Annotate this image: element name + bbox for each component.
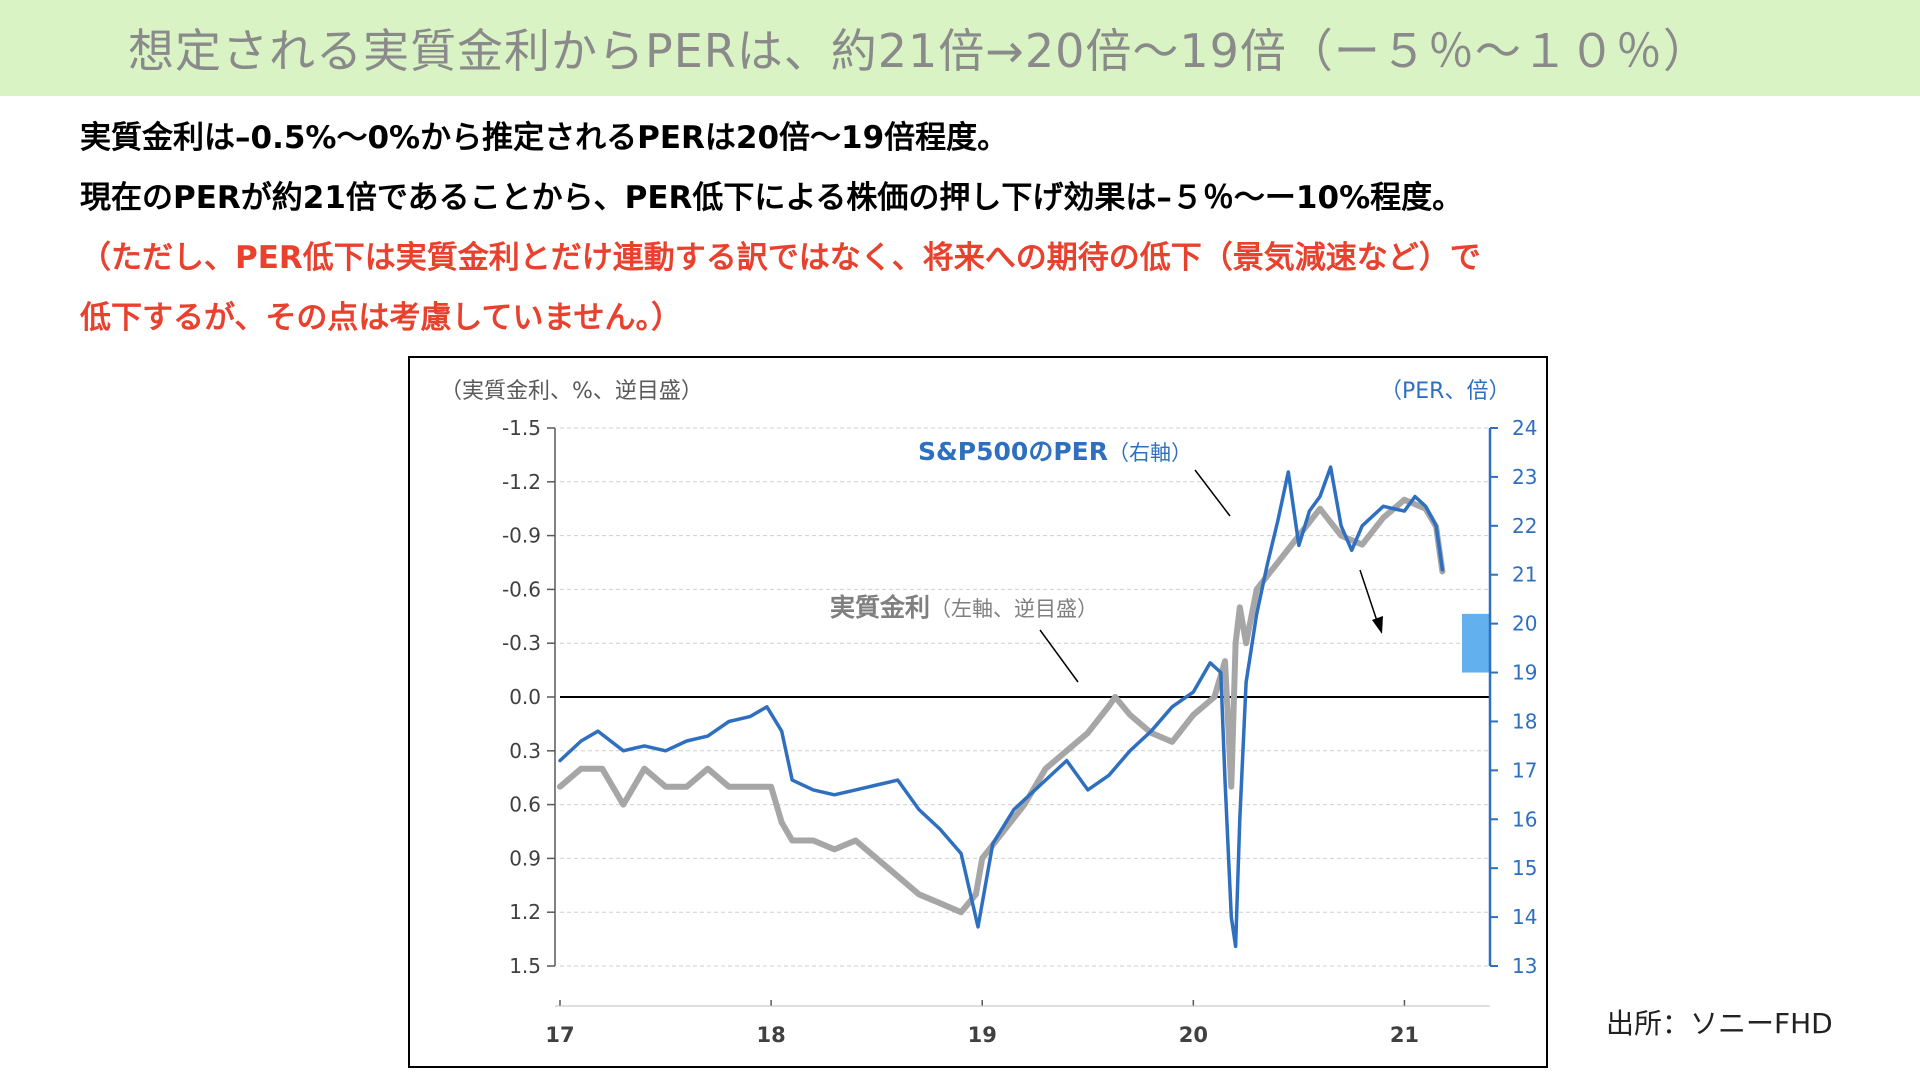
grid-layer <box>560 427 1490 967</box>
per-series-annotation: S&P500のPER（右軸） <box>918 437 1192 466</box>
left-tick-label: -0.9 <box>502 524 541 548</box>
per-decline-arrow <box>1359 569 1379 625</box>
left-tick-label: -1.5 <box>502 416 541 440</box>
page-title: 想定される実質金利からPERは、約21倍→20倍～19倍（ー５％～１０％） <box>128 24 1710 78</box>
summary-text: 実質金利は–0.5%～0%から推定されるPERは20倍～19倍程度。 現在のPE… <box>80 108 1880 348</box>
real-rate-vs-per-chart: -1.5 -1.2 -0.9 -0.6 -0.3 0.0 0.3 0.6 0.9 1.2 1.5 24… <box>440 379 1537 1047</box>
x-tick-label: 20 <box>1179 1023 1208 1047</box>
right-tick-label: 19 <box>1512 661 1537 685</box>
x-tick-label: 19 <box>968 1023 997 1047</box>
left-tick-label: -0.6 <box>502 577 541 601</box>
per-decline-arrowhead <box>1372 616 1383 634</box>
right-tick-label: 24 <box>1512 416 1537 440</box>
caveat-line-2: 低下するが、その点は考慮していません。） <box>80 300 683 336</box>
right-tick-label: 23 <box>1512 465 1537 489</box>
x-tick-label: 18 <box>756 1023 785 1047</box>
x-tick-label: 17 <box>545 1023 574 1047</box>
right-tick-label: 20 <box>1512 612 1537 636</box>
per-target-range-bar <box>1462 613 1490 673</box>
left-tick-label: 0.9 <box>509 846 541 870</box>
summary-line-1: 実質金利は–0.5%～0%から推定されるPERは20倍～19倍程度。 <box>80 120 1009 156</box>
title-banner: 想定される実質金利からPERは、約21倍→20倍～19倍（ー５％～１０％） <box>0 0 1920 96</box>
per-series-annotation-name: S&P500のPER <box>918 437 1108 466</box>
left-tick-label: 1.5 <box>509 954 541 978</box>
right-tick-label: 18 <box>1512 709 1537 733</box>
left-axis-label: （実質金利、%、逆目盛） <box>440 379 703 404</box>
right-axis-label: （PER、倍） <box>1380 379 1510 404</box>
left-tick-label: 0.6 <box>509 793 541 817</box>
highlight-layer <box>1462 613 1490 673</box>
left-tick-label: 0.3 <box>509 739 541 763</box>
rate-series-annotation: 実質金利（左軸、逆目盛） <box>830 593 1098 622</box>
real-rate-series-line <box>557 496 1446 916</box>
rate-series-annotation-name: 実質金利 <box>830 593 930 622</box>
left-tick-label: 0.0 <box>509 685 541 709</box>
right-tick-label: 21 <box>1512 563 1537 587</box>
x-tick-label: 21 <box>1390 1023 1419 1047</box>
left-tick-label: -0.3 <box>502 631 541 655</box>
summary-line-2: 現在のPERが約21倍であることから、PER低下による株価の押し下げ効果は–５％… <box>80 180 1464 216</box>
label-layer: （実質金利、%、逆目盛） （PER、倍） S&P500のPER（右軸） 実質金利… <box>440 379 1510 683</box>
chart-frame: -1.5 -1.2 -0.9 -0.6 -0.3 0.0 0.3 0.6 0.9 1.2 1.5 24… <box>408 356 1548 1068</box>
source-note: 出所：ソニーFHD <box>1606 1007 1833 1040</box>
right-tick-label: 16 <box>1512 807 1537 831</box>
right-tick-label: 22 <box>1512 514 1537 538</box>
left-tick-label: 1.2 <box>509 900 541 924</box>
series-layer <box>557 465 1446 949</box>
caveat-line-1: （ただし、PER低下は実質金利とだけ連動する訳ではなく、将来への期待の低下（景気… <box>80 240 1481 276</box>
per-series-line <box>558 465 1445 949</box>
per-annotation-pointer <box>1194 469 1231 517</box>
right-tick-label: 13 <box>1512 954 1537 978</box>
rate-series-annotation-axis: （左軸、逆目盛） <box>930 597 1098 621</box>
right-tick-label: 15 <box>1512 856 1537 880</box>
axes-layer: -1.5 -1.2 -0.9 -0.6 -0.3 0.0 0.3 0.6 0.9 1.2 1.5 24… <box>502 416 1537 1047</box>
right-tick-label: 14 <box>1512 905 1537 929</box>
right-tick-label: 17 <box>1512 758 1537 782</box>
left-tick-label: -1.2 <box>502 470 541 494</box>
per-series-annotation-axis: （右軸） <box>1108 441 1192 465</box>
rate-annotation-pointer <box>1039 629 1079 683</box>
